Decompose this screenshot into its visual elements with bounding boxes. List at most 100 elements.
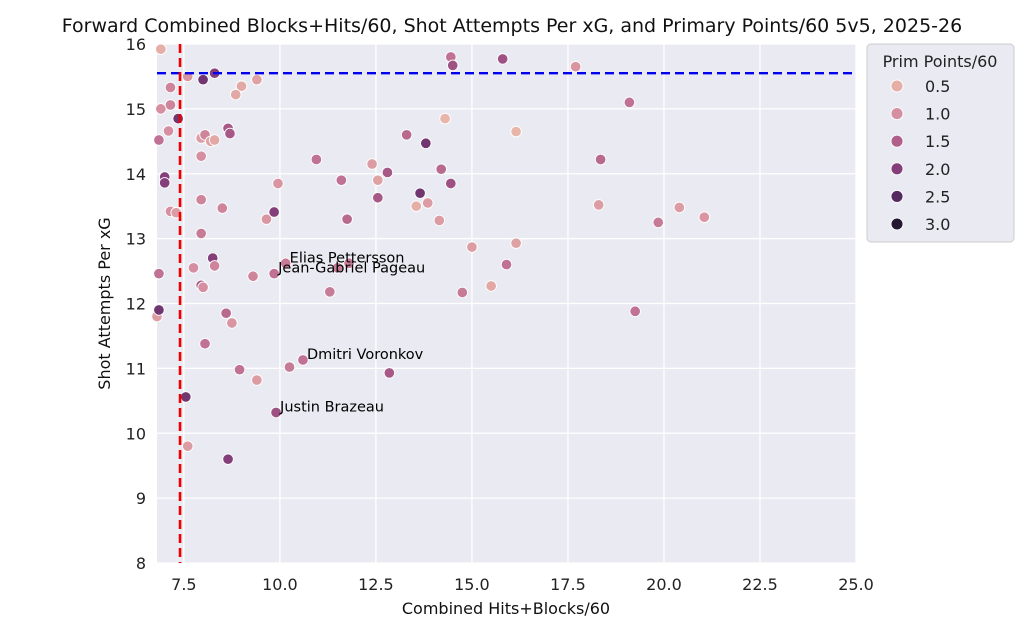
data-point (208, 260, 221, 272)
data-point (199, 337, 211, 350)
data-point (195, 150, 207, 162)
data-point (197, 281, 209, 294)
data-point (195, 227, 207, 240)
point-annotation: Elias Pettersson (290, 250, 405, 266)
y-tick-label: 16 (126, 35, 146, 54)
data-point (383, 367, 396, 379)
y-tick-label: 14 (126, 165, 146, 184)
data-point (592, 199, 605, 211)
y-tick-label: 8 (136, 554, 146, 573)
data-point (372, 192, 384, 204)
legend-label: 0.5 (925, 77, 950, 96)
legend-label: 1.0 (925, 105, 950, 124)
data-point (422, 197, 434, 209)
legend-label: 1.5 (925, 132, 950, 151)
data-point (247, 270, 259, 283)
x-axis-title: Combined Hits+Blocks/60 (402, 599, 610, 618)
x-tick-label: 17.5 (550, 575, 586, 594)
x-tick-label: 12.5 (358, 575, 394, 594)
data-point (180, 391, 192, 403)
data-point (569, 60, 582, 73)
data-point (698, 211, 711, 223)
legend-marker (890, 79, 904, 93)
data-point (381, 166, 394, 179)
data-point (162, 125, 175, 137)
data-point (155, 103, 167, 115)
data-point (224, 127, 236, 140)
legend-marker (890, 107, 904, 121)
data-point (400, 129, 413, 141)
data-point (235, 80, 248, 92)
data-point (158, 177, 171, 189)
data-point (153, 267, 165, 280)
data-point (500, 258, 513, 271)
data-point (164, 81, 177, 94)
data-points (151, 43, 711, 465)
data-point (420, 137, 432, 150)
point-annotation: Jean-Gabriel Pageau (277, 261, 425, 277)
data-point (439, 112, 451, 125)
data-point (270, 406, 282, 419)
data-point (197, 73, 209, 86)
data-point (366, 158, 378, 170)
chart-title: Forward Combined Blocks+Hits/60, Shot At… (62, 15, 962, 37)
data-point (496, 53, 509, 65)
data-point (153, 134, 165, 146)
legend-title: Prim Points/60 (883, 52, 998, 71)
x-tick-labels: 7.5 10.0 12.5 15.0 17.5 20.0 22.5 25.0 (171, 575, 874, 594)
data-point (310, 153, 323, 166)
x-tick-label: 10.0 (262, 575, 298, 594)
data-point (594, 153, 607, 166)
data-point (372, 174, 384, 186)
data-point (446, 59, 459, 72)
data-point (233, 363, 246, 376)
data-point (324, 286, 336, 298)
legend-label: 3.0 (925, 215, 950, 234)
data-point (172, 112, 184, 125)
point-annotation: Justin Brazeau (279, 399, 384, 415)
data-point (251, 374, 263, 386)
data-point (272, 177, 284, 190)
data-point (153, 304, 165, 316)
data-point (335, 174, 348, 186)
data-point (164, 99, 177, 111)
legend-label: 2.5 (925, 187, 950, 206)
data-point (331, 262, 344, 274)
y-tick-label: 11 (126, 359, 146, 378)
data-point (229, 88, 242, 101)
data-point (414, 187, 426, 199)
legend-marker (890, 217, 904, 231)
data-point (187, 262, 200, 274)
y-axis-title: Shot Attempts Per xG (95, 217, 114, 389)
data-point (216, 202, 229, 214)
data-point (510, 237, 522, 249)
data-point (226, 317, 238, 329)
legend-label: 2.0 (925, 160, 950, 179)
y-tick-label: 15 (126, 100, 146, 119)
legend-marker (890, 134, 904, 148)
legend: Prim Points/60 0.5 1.0 1.5 2.0 2.5 3.0 (866, 43, 1015, 243)
data-point (445, 177, 457, 190)
legend-entries: 0.5 1.0 1.5 2.0 2.5 3.0 (890, 77, 950, 234)
data-point (435, 163, 447, 175)
data-point (268, 206, 280, 218)
y-tick-label: 10 (126, 424, 146, 443)
data-point (652, 216, 664, 229)
legend-box (866, 43, 1015, 243)
x-tick-label: 25.0 (838, 575, 874, 594)
x-tick-label: 20.0 (646, 575, 682, 594)
y-tick-label: 13 (126, 230, 146, 249)
data-point (222, 453, 234, 465)
data-point (485, 280, 497, 292)
data-point (510, 125, 522, 138)
data-point (343, 257, 355, 270)
data-point (208, 134, 221, 146)
x-tick-label: 15.0 (454, 575, 490, 594)
data-point (433, 214, 446, 227)
y-tick-label: 12 (126, 295, 146, 314)
y-tick-label: 9 (136, 489, 146, 508)
x-tick-label: 7.5 (171, 575, 196, 594)
